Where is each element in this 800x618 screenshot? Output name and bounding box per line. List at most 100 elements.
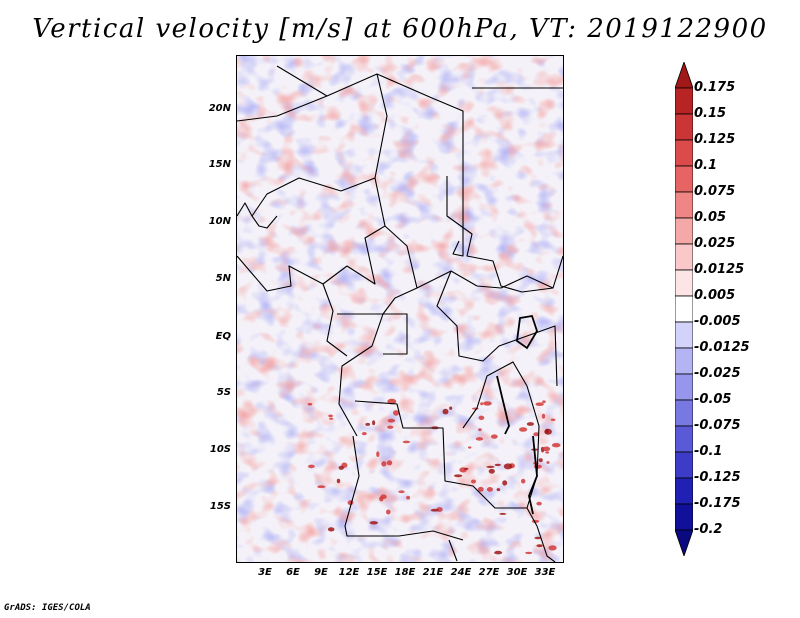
colorbar-label: -0.05 [694, 392, 732, 407]
lat-tick-label: 15N [208, 159, 231, 170]
border-line [354, 400, 538, 527]
ascent-cell [490, 434, 498, 439]
colorbar-segment [675, 529, 693, 556]
colorbar-label: -0.175 [694, 496, 741, 511]
lake-shape [496, 375, 510, 435]
colorbar [675, 62, 693, 556]
ascent-cell [488, 468, 495, 474]
lat-tick-label: 15S [209, 501, 231, 512]
colorbar-segment [675, 451, 693, 479]
colorbar-segment [675, 477, 693, 505]
colorbar-label: 0.15 [694, 106, 727, 121]
ascent-cell [486, 487, 493, 492]
ascent-cell [535, 402, 544, 407]
colorbar-segment [675, 113, 693, 141]
ascent-cell [483, 401, 492, 406]
border-line [448, 539, 458, 562]
ascent-cell [471, 407, 479, 410]
colorbar-label: -0.1 [694, 444, 723, 459]
colorbar-segment [675, 243, 693, 271]
ascent-cell [365, 422, 371, 426]
velocity-field-map [237, 56, 563, 562]
ascent-cell [541, 413, 546, 419]
ascent-cell [338, 465, 344, 470]
ascent-cell [542, 446, 551, 452]
colorbar-label: 0.0125 [694, 262, 745, 277]
border-line [337, 313, 408, 355]
ascent-cell [453, 474, 463, 478]
colorbar-segment [675, 295, 693, 323]
ascent-cell [386, 509, 391, 515]
country-borders [237, 65, 563, 562]
lon-tick-label: 30E [506, 567, 528, 578]
ascent-cell [478, 428, 482, 432]
border-line [536, 525, 556, 562]
colorbar-label: 0.005 [694, 288, 736, 303]
lat-tick-label: 10S [209, 444, 231, 455]
ascent-cell [308, 464, 315, 469]
colorbar-label: -0.125 [694, 470, 741, 485]
ascent-cell [502, 480, 508, 486]
lakes [496, 314, 538, 515]
colorbar-label: -0.2 [694, 522, 723, 537]
lon-tick-label: 27E [478, 567, 500, 578]
ascent-cell [546, 461, 550, 464]
border-line [436, 270, 558, 387]
border-line [237, 95, 328, 122]
ascent-cell [369, 521, 378, 525]
border-line [340, 73, 388, 192]
ascent-cell [336, 478, 341, 484]
ascent-cell [468, 446, 472, 449]
lat-tick-label: 10N [208, 216, 231, 227]
colorbar-label: -0.025 [694, 366, 741, 381]
border-line [344, 435, 464, 541]
border-line [276, 65, 464, 257]
ascent-cell [317, 485, 326, 489]
ascent-cell [533, 432, 539, 437]
colorbar-label: 0.175 [694, 80, 736, 95]
ascent-cell [494, 463, 501, 467]
ascent-cell [328, 414, 333, 418]
ascent-cell [307, 402, 313, 406]
ascent-cell [376, 451, 380, 458]
lat-tick-label: 5N [215, 273, 231, 284]
ascent-cell [379, 496, 384, 502]
ascent-cell [430, 508, 439, 512]
colorbar-segment [675, 62, 693, 89]
ascent-cell [464, 467, 469, 470]
ascent-cell [398, 490, 405, 494]
ascent-cell [361, 432, 367, 436]
colorbar-label: 0.05 [694, 210, 727, 225]
border-line [446, 176, 563, 293]
ascent-cell [536, 501, 542, 506]
strong-ascent-cells [307, 398, 561, 555]
colorbar-segment [675, 425, 693, 453]
ascent-cell [393, 410, 400, 416]
lon-tick-label: 15E [366, 567, 388, 578]
lon-tick-label: 24E [450, 567, 472, 578]
colorbar-segment [675, 503, 693, 531]
ascent-cell [544, 428, 552, 435]
ascent-cell [526, 422, 534, 426]
border-line [416, 270, 554, 289]
ascent-cell [386, 460, 393, 466]
colorbar-segment [675, 165, 693, 193]
ascent-cell [499, 512, 507, 515]
lake-shape [516, 314, 538, 350]
ascent-cell [327, 527, 335, 532]
ascent-cell [525, 551, 533, 555]
ascent-cell [442, 408, 449, 415]
map-plot-area [236, 55, 564, 563]
ascent-cell [477, 486, 484, 492]
ascent-cell [542, 400, 546, 404]
lon-tick-label: 18E [394, 567, 416, 578]
border-line [251, 177, 342, 217]
border-line [322, 283, 348, 357]
ascent-field [237, 56, 563, 562]
colorbar-label: 0.025 [694, 236, 736, 251]
ascent-cell [545, 451, 550, 454]
lon-tick-label: 33E [534, 567, 556, 578]
ascent-cell [478, 415, 485, 420]
border-line [237, 202, 278, 229]
colorbar-segment [675, 347, 693, 375]
